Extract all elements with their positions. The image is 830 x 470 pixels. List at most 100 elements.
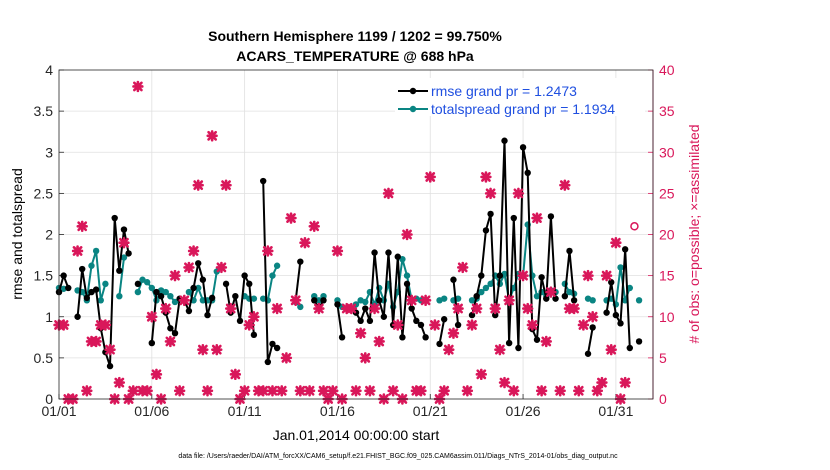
rmse-point — [519, 144, 527, 151]
y-left-tick-label: 4 — [45, 62, 53, 78]
y-left-tick-label: 1 — [45, 309, 53, 325]
rmse-point — [496, 272, 504, 279]
data-series — [53, 80, 643, 405]
obs-assimilated-marker — [206, 130, 218, 142]
obs-assimilated-marker — [192, 179, 204, 191]
rmse-point — [621, 246, 629, 253]
rmse-point — [417, 321, 425, 329]
rmse-point — [450, 276, 457, 283]
totalspread-point — [315, 297, 323, 304]
obs-assimilated-marker — [359, 352, 371, 364]
x-tick-label: 01/26 — [506, 403, 541, 419]
rmse-point — [570, 297, 578, 304]
rmse-point — [478, 272, 485, 279]
obs-assimilated-marker — [243, 319, 255, 331]
obs-assimilated-marker — [401, 228, 413, 241]
obs-assimilated-marker — [303, 385, 316, 397]
obs-assimilated-marker — [327, 385, 339, 397]
totalspread-point — [162, 288, 169, 296]
rmse-point — [510, 214, 517, 222]
obs-assimilated-marker — [164, 335, 177, 348]
rmse-point — [157, 292, 165, 300]
rmse-point — [357, 317, 364, 325]
totalspread-point — [97, 297, 104, 304]
rmse-point — [222, 280, 230, 288]
obs-assimilated-marker — [526, 319, 539, 331]
obs-assimilated-marker — [76, 220, 88, 232]
obs-assimilated-marker — [238, 385, 251, 397]
obs-assimilated-marker — [215, 261, 228, 274]
obs-assimilated-marker — [271, 302, 283, 315]
obs-assimilated-marker — [517, 269, 529, 282]
obs-possible-series — [630, 222, 639, 231]
data-file-footnote: data file: /Users/raeder/DAI/ATM_forcXX/… — [178, 453, 618, 460]
y-right-tick-label: 5 — [659, 350, 667, 366]
obs-possible-marker — [630, 222, 639, 231]
rmse-point — [185, 307, 193, 315]
rmse-line-segment — [336, 304, 344, 338]
obs-assimilated-marker — [568, 302, 580, 315]
chart-title: Southern Hemisphere 1199 / 1202 = 99.750… — [208, 28, 502, 44]
chart-subtitle: ACARS_TEMPERATURE @ 688 hPa — [236, 48, 474, 64]
totalspread-point — [195, 284, 202, 292]
rmse-point — [413, 317, 420, 325]
rmse-point — [273, 344, 281, 352]
rmse-point — [297, 258, 304, 265]
obs-assimilated-marker — [480, 171, 492, 183]
rmse-point — [515, 344, 522, 352]
x-tick-label: 01/16 — [320, 403, 355, 419]
obs-assimilated-marker — [187, 245, 200, 257]
rmse-point — [603, 309, 610, 316]
totalspread-point — [626, 284, 633, 292]
rmse-point — [371, 249, 378, 256]
x-tick-label: 01/21 — [413, 403, 448, 419]
obs-assimilated-marker — [512, 187, 525, 200]
obs-assimilated-marker — [248, 311, 260, 323]
obs-assimilated-marker — [535, 385, 548, 397]
rmse-point — [584, 350, 592, 357]
rmse-point — [394, 253, 401, 260]
obs-assimilated-marker — [262, 245, 274, 257]
obs-assimilated-marker — [183, 261, 195, 274]
rmse-point — [338, 334, 346, 341]
rmse-point — [134, 280, 142, 288]
grid — [59, 70, 653, 399]
y-right-tick-label: 25 — [659, 185, 675, 201]
rmse-point — [524, 169, 531, 177]
obs-assimilated-marker — [173, 385, 186, 397]
rmse-line-segment — [438, 319, 446, 345]
obs-assimilated-marker — [545, 286, 557, 298]
totalspread-point — [185, 288, 193, 296]
obs-assimilated-marker — [90, 335, 102, 348]
legend-rmse-label: rmse grand pr = 1.2473 — [431, 83, 577, 99]
obs-assimilated-marker — [540, 335, 552, 348]
rmse-point — [436, 340, 443, 348]
rmse-point — [259, 177, 267, 185]
obs-assimilated-marker — [475, 368, 487, 381]
rmse-point — [547, 213, 555, 220]
totalspread-point — [478, 288, 485, 296]
obs-assimilated-marker — [104, 343, 116, 356]
totalspread-point — [482, 284, 490, 292]
rmse-point — [320, 297, 327, 304]
y-right-tick-label: 20 — [659, 227, 675, 243]
obs-assimilated-marker — [299, 237, 311, 249]
rmse-point — [608, 279, 615, 286]
y-right-tick-label: 0 — [659, 391, 667, 407]
obs-assimilated-marker — [313, 302, 325, 315]
obs-assimilated-marker — [559, 179, 571, 191]
rmse-point — [612, 311, 620, 319]
totalspread-point — [297, 303, 304, 311]
rmse-point — [403, 280, 411, 288]
y-axis-left-label: rmse and totalspread — [9, 168, 25, 300]
obs-assimilated-marker — [201, 385, 214, 397]
obs-assimilated-marker — [276, 385, 288, 397]
obs-assimilated-marker — [345, 302, 358, 315]
obs-assimilated-marker — [596, 376, 608, 389]
obs-assimilated-marker — [522, 302, 534, 315]
obs-assimilated-marker — [280, 352, 293, 364]
rmse-point — [167, 325, 174, 332]
plot-frame — [58, 69, 654, 400]
rmse-point — [125, 250, 132, 257]
